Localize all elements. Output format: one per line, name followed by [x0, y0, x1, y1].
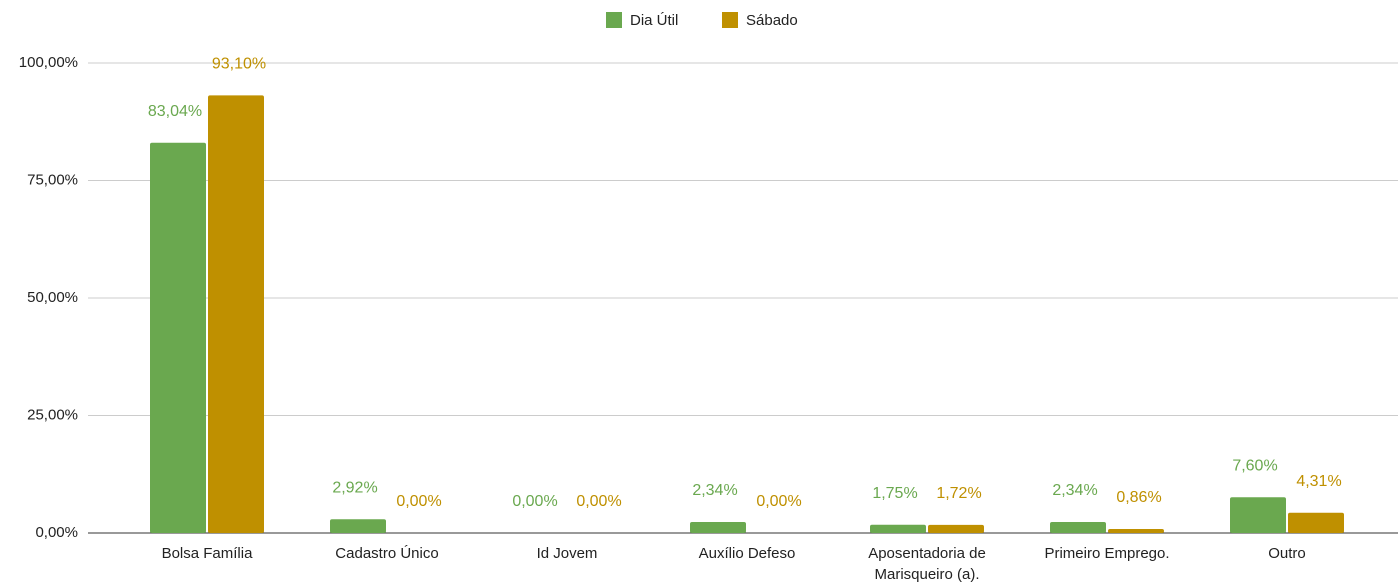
bar — [150, 142, 206, 533]
y-tick-label: 0,00% — [35, 524, 78, 541]
value-label: 2,34% — [1052, 482, 1097, 499]
y-tick-label: 25,00% — [27, 406, 78, 423]
value-label: 0,00% — [512, 493, 557, 510]
value-label: 0,00% — [576, 493, 621, 510]
bar — [928, 524, 984, 533]
bar — [690, 522, 746, 533]
value-label: 2,34% — [692, 482, 737, 499]
bar — [1050, 522, 1106, 533]
value-label: 1,75% — [872, 485, 917, 502]
y-tick-label: 50,00% — [27, 289, 78, 306]
x-tick-label: Outro — [1268, 545, 1306, 562]
x-tick-label: Primeiro Emprego. — [1044, 545, 1169, 562]
x-tick-label: Aposentadoria de Marisqueiro (a). — [868, 545, 986, 583]
x-tick-label: Bolsa Família — [162, 545, 254, 562]
x-tick-label: Auxílio Defeso — [699, 545, 796, 562]
value-label: 1,72% — [936, 485, 981, 502]
legend-swatch — [606, 12, 622, 28]
x-tick-label: Id Jovem — [537, 545, 598, 562]
value-label: 83,04% — [148, 103, 202, 120]
bar — [1108, 528, 1164, 533]
bar — [330, 519, 386, 533]
bar — [1230, 497, 1286, 533]
bar — [208, 95, 264, 534]
value-label: 0,00% — [756, 493, 801, 510]
bar — [1288, 512, 1344, 533]
legend-label: Dia Útil — [630, 12, 678, 29]
value-label: 0,86% — [1116, 489, 1161, 506]
value-label: 2,92% — [332, 479, 377, 496]
bar — [870, 524, 926, 533]
value-label: 7,60% — [1232, 457, 1277, 474]
legend-label: Sábado — [746, 12, 798, 29]
y-tick-label: 75,00% — [27, 171, 78, 188]
value-label: 4,31% — [1296, 473, 1341, 490]
legend-swatch — [722, 12, 738, 28]
value-label: 0,00% — [396, 493, 441, 510]
y-tick-label: 100,00% — [19, 54, 78, 71]
value-label: 93,10% — [212, 56, 266, 73]
x-tick-label: Cadastro Único — [335, 545, 438, 562]
